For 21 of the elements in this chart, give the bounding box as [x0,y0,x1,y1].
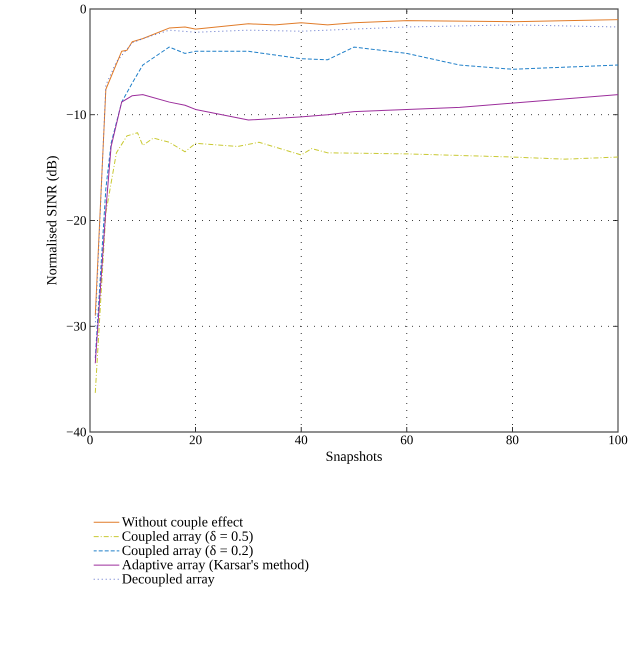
y-tick-label: −20 [66,216,86,225]
y-tick-label: −40 [66,428,86,436]
legend-label: Coupled array (δ = 0.2) [122,545,253,558]
y-tick-label: −30 [66,322,86,331]
legend-label: Decoupled array [122,574,215,586]
line-series [94,46,618,358]
line-series [94,94,618,364]
y-tick-label: −10 [66,110,86,120]
x-tick-label: 20 [190,436,202,444]
line-series [94,132,618,394]
x-axis-title: Snapshots [326,451,382,464]
x-tick-label: 100 [609,436,628,444]
y-tick-label: 0 [80,4,86,14]
x-tick-label: 60 [400,436,413,444]
legend-label: Coupled array (δ = 0.5) [122,530,253,544]
x-tick-label: 80 [506,436,518,444]
y-axis-title: Normalised SINR (dB) [46,156,60,286]
x-tick-label: 40 [294,436,308,444]
legend-label: Adaptive array (Karsar's method) [122,559,308,572]
x-tick-label: 0 [87,436,93,444]
legend-label: Without couple effect [122,516,243,530]
